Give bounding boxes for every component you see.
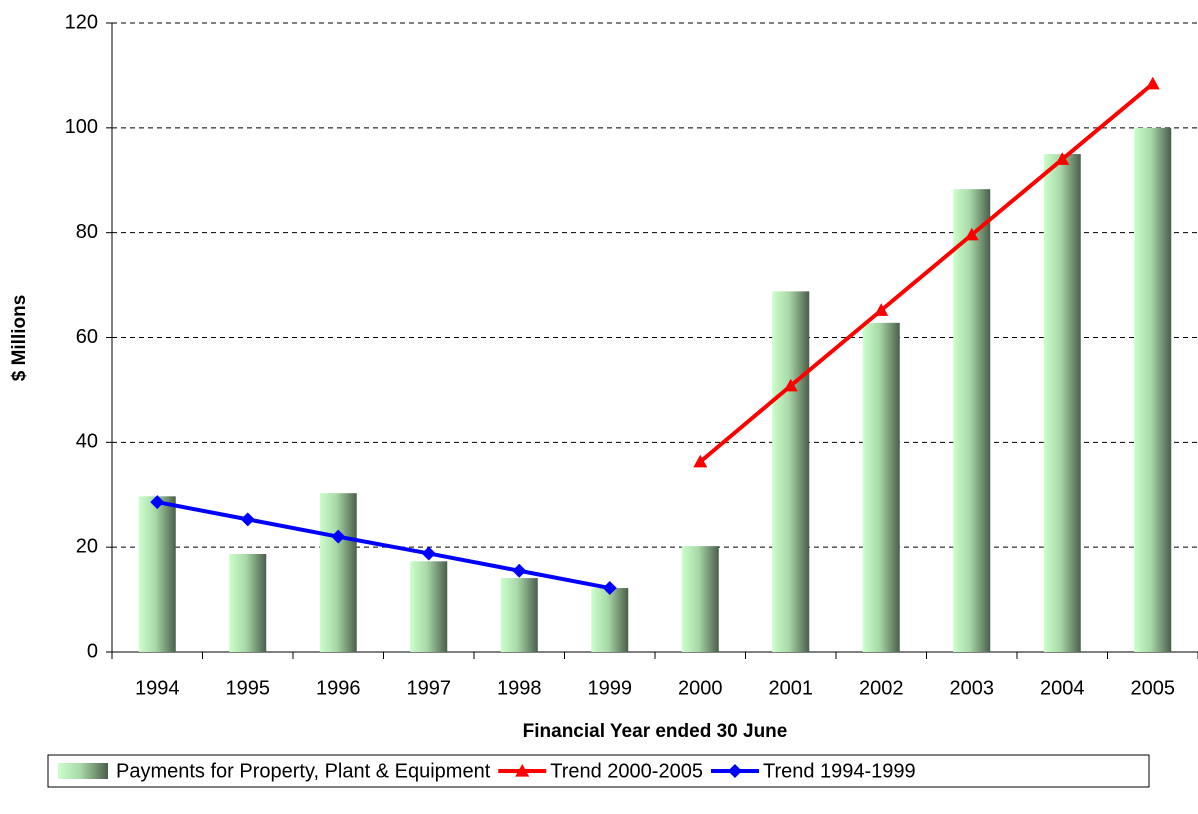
- line-marker: [783, 378, 798, 392]
- line-marker: [1055, 152, 1070, 165]
- line-marker: [1145, 76, 1160, 90]
- bar: [772, 291, 810, 652]
- legend-label: Trend 1994-1999: [763, 760, 916, 782]
- bar: [953, 189, 991, 652]
- legend-marker: [515, 764, 530, 777]
- legend-label: Payments for Property, Plant & Equipment: [116, 760, 491, 782]
- legend-swatch: [58, 763, 108, 779]
- x-tick-label: 1999: [588, 677, 633, 699]
- bar: [681, 546, 719, 652]
- x-tick-label: 1995: [226, 677, 271, 699]
- y-tick-label: 100: [65, 116, 98, 138]
- y-tick-label: 0: [87, 640, 98, 662]
- x-tick-label: 2000: [678, 677, 723, 699]
- line-marker: [331, 529, 346, 544]
- x-tick-label: 1994: [135, 677, 180, 699]
- trend-line: [156, 500, 611, 591]
- x-tick-label: 2001: [769, 677, 814, 699]
- line-marker: [150, 495, 165, 510]
- line-marker: [512, 563, 527, 578]
- legend-label: Trend 2000-2005: [550, 760, 703, 782]
- bar: [591, 588, 629, 652]
- line-marker: [421, 546, 436, 561]
- bar: [1134, 127, 1172, 653]
- line-marker: [964, 227, 979, 241]
- x-tick-label: 2003: [950, 677, 995, 699]
- x-tick-label: 2004: [1040, 677, 1085, 699]
- x-tick-label: 1996: [316, 677, 361, 699]
- bar: [410, 561, 448, 652]
- bar: [1043, 154, 1081, 652]
- legend-box: [47, 754, 1150, 788]
- line-marker: [240, 512, 255, 527]
- x-tick-label: 1998: [497, 677, 542, 699]
- x-axis-label: Financial Year ended 30 June: [523, 721, 788, 742]
- bar: [229, 553, 267, 652]
- line-marker: [693, 454, 708, 468]
- trend-line: [698, 82, 1155, 464]
- x-tick-label: 2005: [1131, 677, 1176, 699]
- y-tick-label: 40: [76, 431, 98, 453]
- bar: [500, 578, 538, 652]
- line-marker: [874, 303, 889, 316]
- bar: [138, 496, 176, 652]
- line-marker: [602, 581, 617, 596]
- y-tick-label: 60: [76, 326, 98, 348]
- bar: [862, 322, 900, 652]
- y-tick-label: 20: [76, 535, 98, 557]
- x-tick-label: 2002: [859, 677, 904, 699]
- y-tick-label: 120: [65, 11, 98, 33]
- bar: [319, 493, 357, 652]
- y-axis-label: $ Millions: [9, 295, 30, 382]
- legend-marker: [727, 764, 742, 778]
- x-tick-label: 1997: [407, 677, 452, 699]
- y-tick-label: 80: [76, 221, 98, 243]
